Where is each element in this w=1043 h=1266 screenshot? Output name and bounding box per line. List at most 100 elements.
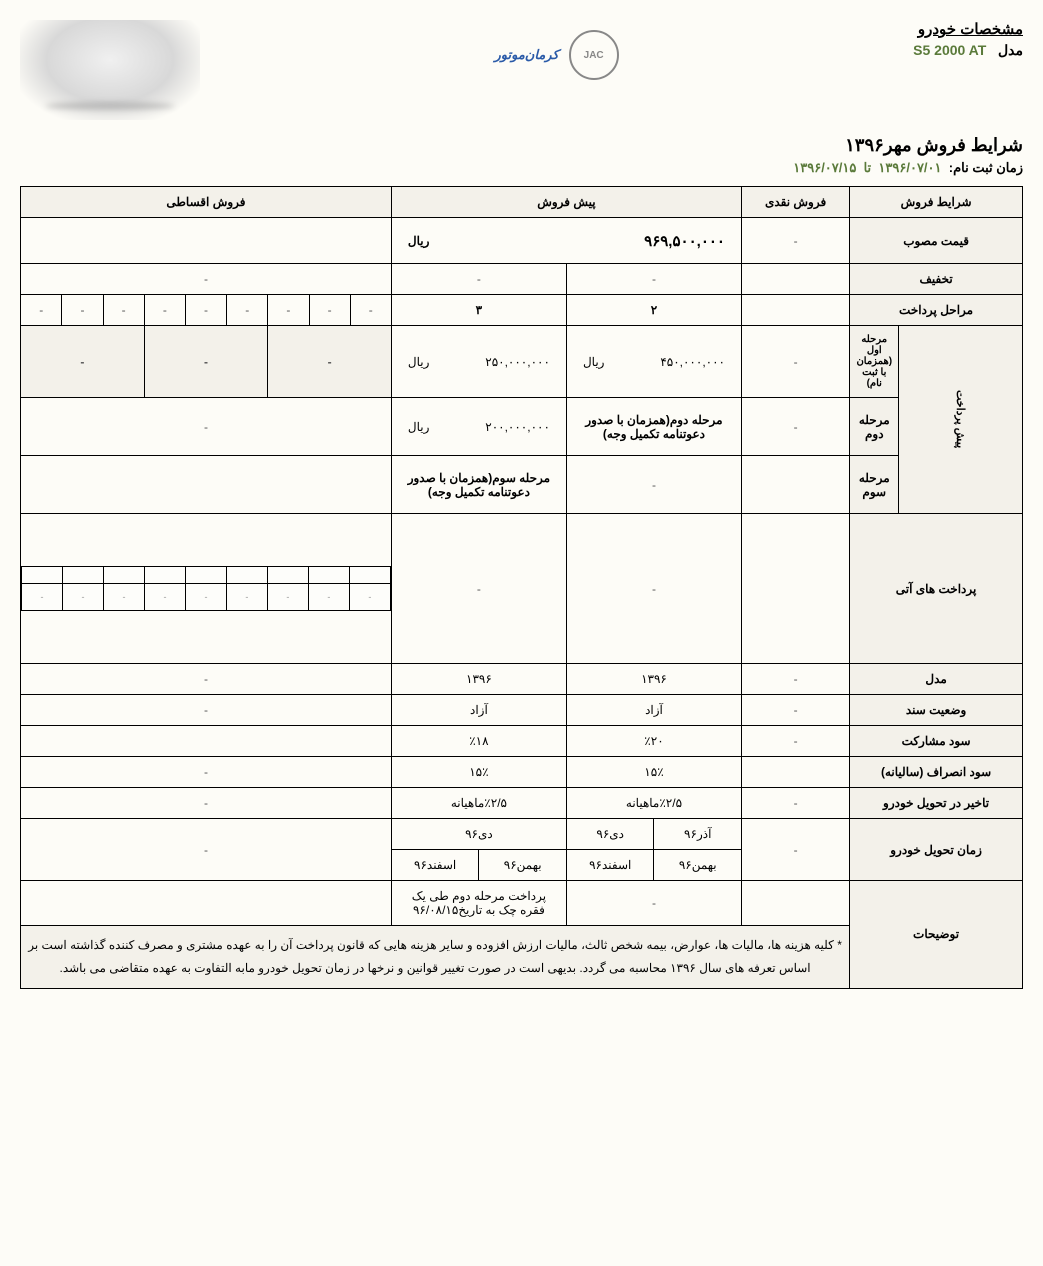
s1-a-rial: ریال	[583, 355, 605, 369]
row-stages: مراحل پرداخت ۲ ۳ - - - - - - - - -	[21, 295, 1023, 326]
inst-doc: -	[21, 695, 392, 726]
prepay-side-label: پیش پرداخت	[899, 326, 1023, 514]
inst-s1-b: -	[144, 326, 268, 398]
i9: -	[21, 295, 62, 326]
col-conditions: شرایط فروش	[850, 187, 1023, 218]
cash-future	[742, 514, 850, 664]
lbl-cancel: سود انصراف (سالیانه)	[850, 757, 1023, 788]
reg-label: زمان ثبت نام:	[949, 160, 1023, 175]
presale-price: ۹۶۹,۵۰۰,۰۰۰ ریال	[391, 218, 741, 264]
doc-a: آزاد	[566, 695, 741, 726]
s2-a: مرحله دوم(همزمان با صدور دعوتنامه تکمیل …	[566, 398, 741, 456]
row-cancel: سود انصراف (سالیانه) ۱۵٪ ۱۵٪ -	[21, 757, 1023, 788]
profit-a: ٪۲۰	[566, 726, 741, 757]
presale-discount-a: -	[566, 264, 741, 295]
inst-delay: -	[21, 788, 392, 819]
cash-s1: -	[742, 326, 850, 398]
inst-s1-c: -	[21, 326, 145, 398]
price-amount: ۹۶۹,۵۰۰,۰۰۰	[644, 232, 725, 250]
s2-b: ۲۰۰,۰۰۰,۰۰۰ریال	[391, 398, 566, 456]
row-stage2: مرحله دوم - مرحله دوم(همزمان با صدور دعو…	[21, 398, 1023, 456]
cash-stages	[742, 295, 850, 326]
i7: -	[103, 295, 144, 326]
inst-model: -	[21, 664, 392, 695]
lbl-delay: تاخیر در تحویل خودرو	[850, 788, 1023, 819]
delay-a: ٪۲/۵ماهیانه	[566, 788, 741, 819]
reg-from: ۱۳۹۶/۰۷/۰۱	[878, 160, 941, 175]
conditions-title: شرایط فروش مهر۱۳۹۶	[20, 135, 1023, 156]
header-row: شرایط فروش فروش نقدی پیش فروش فروش اقساط…	[21, 187, 1023, 218]
cash-price: -	[742, 218, 850, 264]
future-a: -	[566, 514, 741, 664]
s3-b: مرحله سوم(همزمان با صدور دعوتنامه تکمیل …	[391, 456, 566, 514]
cash-delivery: -	[742, 819, 850, 881]
lbl-future: پرداخت های آتی	[850, 514, 1023, 664]
inst-future: ---------	[21, 514, 392, 664]
row-profit: سود مشارکت - ٪۲۰ ٪۱۸	[21, 726, 1023, 757]
del-a-2: دی۹۶	[566, 819, 654, 850]
row-doc: وضعیت سند - آزاد آزاد -	[21, 695, 1023, 726]
i6: -	[144, 295, 185, 326]
jac-logo-icon: JAC	[569, 30, 619, 80]
inst-price	[21, 218, 392, 264]
delay-b: ٪۲/۵ماهیانه	[391, 788, 566, 819]
subheader: شرایط فروش مهر۱۳۹۶	[20, 135, 1023, 156]
notes-b: پرداخت مرحله دوم طی یک فقره چک به تاریخ۹…	[391, 881, 566, 926]
row-notes-1: توضیحات - پرداخت مرحله دوم طی یک فقره چک…	[21, 881, 1023, 926]
profit-b: ٪۱۸	[391, 726, 566, 757]
row-price: قیمت مصوب - ۹۶۹,۵۰۰,۰۰۰ ریال	[21, 218, 1023, 264]
cash-cancel	[742, 757, 850, 788]
inst-profit	[21, 726, 392, 757]
row-future: پرداخت های آتی - - ---------	[21, 514, 1023, 664]
s3-b-text: مرحله سوم(همزمان با صدور دعوتنامه تکمیل …	[408, 471, 550, 499]
row-discount: تخفیف - - -	[21, 264, 1023, 295]
inst-notes	[21, 881, 392, 926]
row-delivery-1: زمان تحویل خودرو - آذر۹۶ دی۹۶ دی۹۶ -	[21, 819, 1023, 850]
header: مشخصات خودرو مدل S5 2000 AT JAC کرمان‌مو…	[20, 20, 1023, 120]
future-b: -	[391, 514, 566, 664]
row-delay: تاخیر در تحویل خودرو - ٪۲/۵ماهیانه ٪۲/۵م…	[21, 788, 1023, 819]
reg-sep: تا	[864, 160, 872, 175]
rial-label: ریال	[408, 234, 430, 248]
row-stage1: پیش پرداخت مرحله اول (همزمان با ثبت نام)…	[21, 326, 1023, 398]
row-model: مدل - ۱۳۹۶ ۱۳۹۶ -	[21, 664, 1023, 695]
i8: -	[62, 295, 103, 326]
col-installment: فروش اقساطی	[21, 187, 392, 218]
model-line: مدل S5 2000 AT	[913, 42, 1023, 59]
s1-a-val: ۴۵۰,۰۰۰,۰۰۰	[660, 355, 725, 369]
cash-doc: -	[742, 695, 850, 726]
registration-period: زمان ثبت نام: ۱۳۹۶/۰۷/۰۱ تا ۱۳۹۶/۰۷/۱۵	[20, 160, 1023, 176]
model-label: مدل	[998, 42, 1023, 58]
presale-discount-b: -	[391, 264, 566, 295]
lbl-pay-stages: مراحل پرداخت	[850, 295, 1023, 326]
model-code: S5 2000 AT	[913, 42, 986, 58]
cash-discount	[742, 264, 850, 295]
del-b-1: دی۹۶	[391, 819, 566, 850]
cash-model: -	[742, 664, 850, 695]
cash-notes	[742, 881, 850, 926]
stage-b-val: ۳	[476, 303, 482, 317]
stage-count-b: ۳	[391, 295, 566, 326]
i5: -	[185, 295, 226, 326]
cancel-a: ۱۵٪	[566, 757, 741, 788]
col-cash: فروش نقدی	[742, 187, 850, 218]
cash-delay: -	[742, 788, 850, 819]
lbl-notes: توضیحات	[850, 881, 1023, 989]
header-right: مشخصات خودرو مدل S5 2000 AT	[913, 20, 1023, 59]
inst-s1-a: -	[268, 326, 392, 398]
s1-b: ۲۵۰,۰۰۰,۰۰۰ریال	[391, 326, 566, 398]
model-b: ۱۳۹۶	[391, 664, 566, 695]
lbl-delivery: زمان تحویل خودرو	[850, 819, 1023, 881]
cash-profit: -	[742, 726, 850, 757]
car-image	[20, 20, 200, 120]
lbl-discount: تخفیف	[850, 264, 1023, 295]
i1: -	[350, 295, 391, 326]
stage-a-val: ۲	[651, 303, 657, 317]
del-b-3: اسفند۹۶	[391, 850, 479, 881]
row-stage3: مرحله سوم - مرحله سوم(همزمان با صدور دعو…	[21, 456, 1023, 514]
i2: -	[309, 295, 350, 326]
logos: JAC کرمان‌موتور	[495, 30, 619, 80]
inst-cancel: -	[21, 757, 392, 788]
cancel-b: ۱۵٪	[391, 757, 566, 788]
cash-s2: -	[742, 398, 850, 456]
